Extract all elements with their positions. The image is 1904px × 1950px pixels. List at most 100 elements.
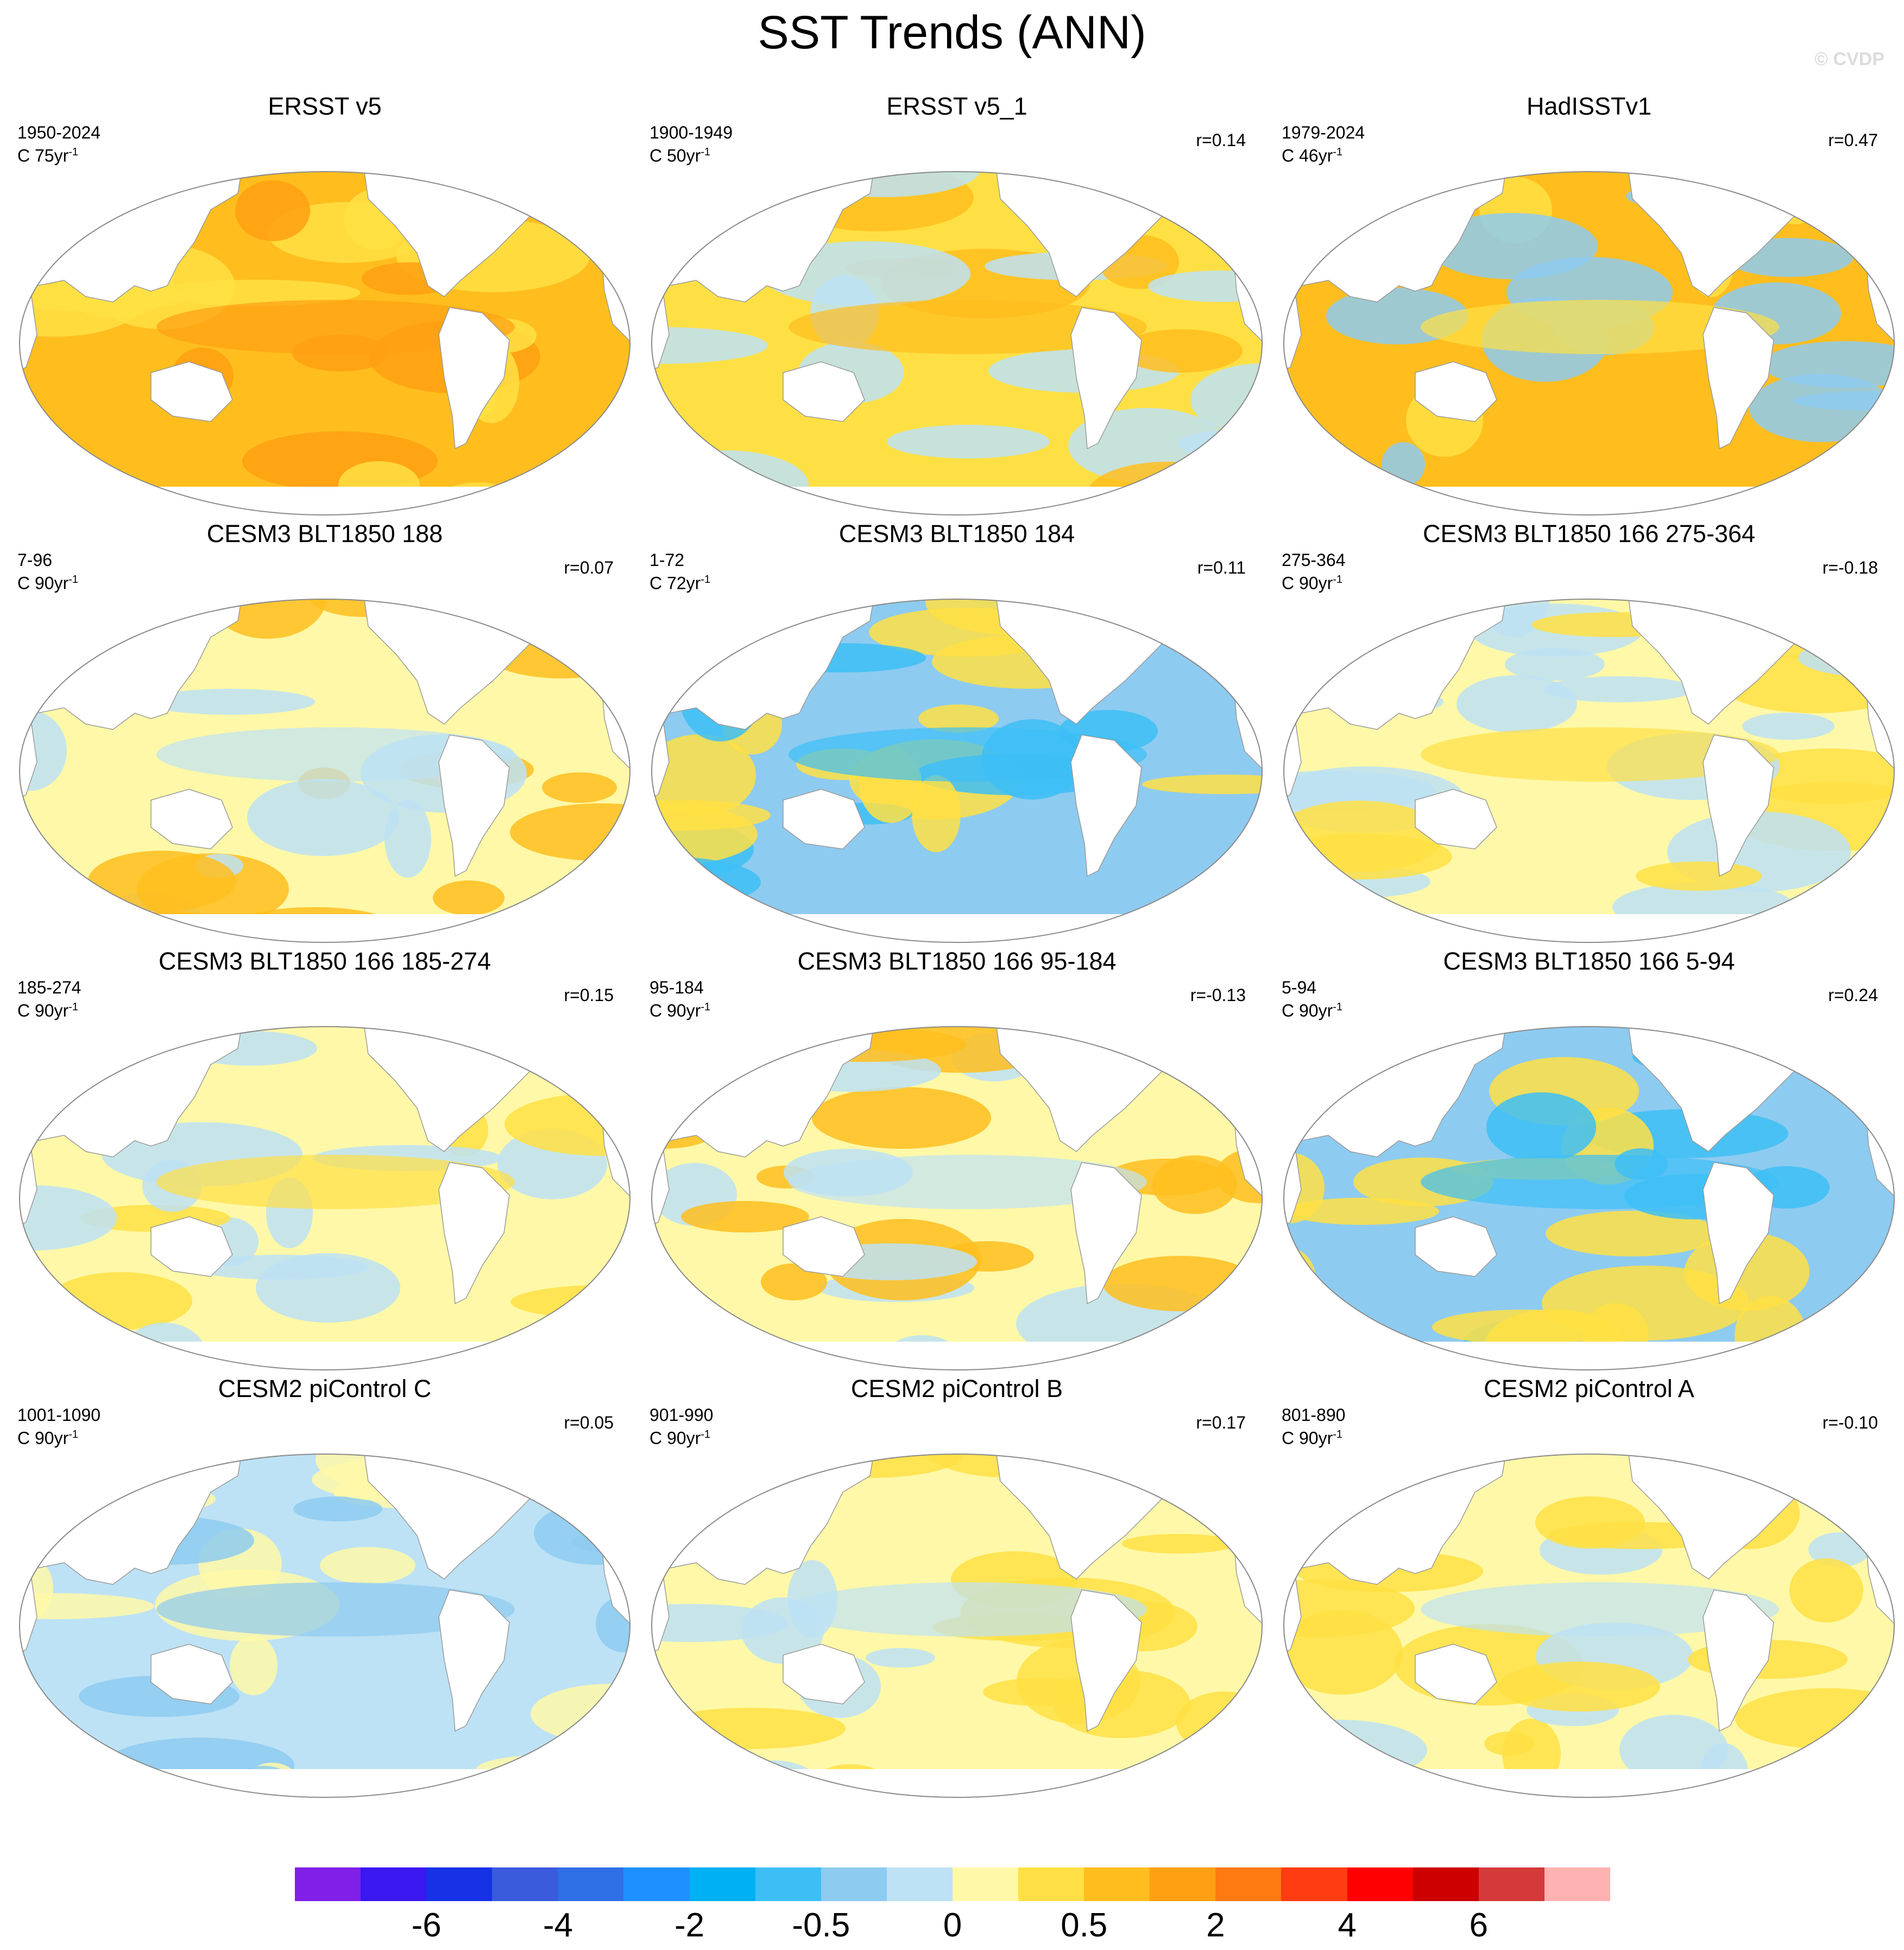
panel-period: 1-72: [650, 550, 685, 570]
panel-title: CESM3 BLT1850 166 275-364: [1422, 520, 1756, 548]
panel-period: 801-890: [1282, 1405, 1346, 1425]
panel-units-text: C 90yr: [17, 1428, 69, 1448]
panel-units-text: C 90yr: [17, 1001, 69, 1021]
panel-correlation: r=-0.13: [1190, 985, 1246, 1005]
map-panel: CESM2 piControl B 901-990 C 90yr-1 r=0.17: [640, 1374, 1274, 1803]
panel-units-exponent: -1: [701, 574, 711, 586]
panel-correlation: r=0.15: [564, 985, 614, 1005]
map-area: [647, 161, 1266, 519]
panel-title: CESM3 BLT1850 188: [206, 520, 443, 548]
panel-title: CESM2 piControl C: [218, 1375, 432, 1402]
colorbar-cell: [1084, 1867, 1150, 1901]
panel-period: 1001-1090: [17, 1405, 101, 1425]
colorbar-cell: [1150, 1867, 1216, 1901]
colorbar-tick-label: 2: [1206, 1907, 1225, 1944]
panel-period: 5-94: [1282, 978, 1317, 997]
panel-correlation: r=0.14: [1196, 130, 1246, 150]
panel-units-text: C 90yr: [1282, 1428, 1333, 1448]
panel-units-exponent: -1: [1333, 146, 1343, 158]
map-panel: CESM3 BLT1850 188 7-96 C 90yr-1 r=0.07: [8, 519, 642, 948]
map-panel: ERSST v5_1 1900-1949 C 50yr-1 r=0.14: [640, 91, 1274, 520]
colorbar-cell: [623, 1867, 690, 1901]
colorbar-cell: [492, 1867, 558, 1901]
panel-period: 185-274: [17, 978, 81, 997]
map-area: [1279, 1443, 1899, 1802]
world-map: [1283, 599, 1895, 943]
panel-title: CESM3 BLT1850 166 5-94: [1443, 947, 1735, 975]
panel-title: ERSST v5_1: [886, 92, 1027, 120]
panel-units: C 50yr-1: [650, 142, 710, 166]
panel-units: C 75yr-1: [17, 142, 78, 166]
panel-period: 1950-2024: [17, 123, 101, 142]
colorbar-tick-label: 0.5: [1061, 1907, 1108, 1944]
panel-units: C 90yr-1: [17, 1425, 78, 1448]
panel-units: C 90yr-1: [17, 997, 78, 1021]
panel-units-exponent: -1: [1333, 574, 1343, 586]
world-map: [19, 1026, 631, 1370]
world-map: [651, 1454, 1263, 1798]
colorbar-cell: [755, 1867, 821, 1901]
map-area: [15, 161, 634, 519]
world-map: [651, 1026, 1263, 1370]
panel-units-text: C 90yr: [650, 1001, 701, 1021]
colorbar-cell: [295, 1867, 361, 1901]
map-area: [15, 1443, 634, 1802]
panel-period: 1900-1949: [650, 123, 733, 142]
world-map: [1283, 1454, 1895, 1798]
panel-units-exponent: -1: [68, 1001, 79, 1013]
world-map: [19, 1454, 631, 1798]
panel-units: C 90yr-1: [1282, 1425, 1342, 1448]
panel-units-text: C 90yr: [17, 573, 69, 593]
colorbar-cell: [361, 1867, 427, 1901]
map-panel: CESM3 BLT1850 166 95-184 95-184 C 90yr-1 r=…: [640, 946, 1274, 1375]
colorbar-cell: [1215, 1867, 1282, 1901]
map-panel: CESM3 BLT1850 166 5-94 5-94 C 90yr-1 r=0.24: [1272, 946, 1904, 1375]
colorbar-cell: [426, 1867, 493, 1901]
panel-correlation: r=0.24: [1828, 985, 1878, 1005]
map-area: [1279, 1016, 1899, 1374]
panel-units-exponent: -1: [68, 574, 79, 586]
map-area: [1279, 588, 1899, 947]
panel-correlation: r=0.17: [1196, 1413, 1246, 1432]
panel-units-text: C 72yr: [650, 573, 701, 593]
panel-period: 95-184: [650, 978, 704, 997]
panel-title: ERSST v5: [268, 92, 382, 120]
panel-units-exponent: -1: [701, 146, 711, 158]
colorbar-cell: [1281, 1867, 1347, 1901]
panel-title: CESM3 BLT1850 184: [838, 520, 1075, 548]
colorbar-cell: [1478, 1867, 1544, 1901]
panel-units-exponent: -1: [701, 1429, 711, 1441]
panel-period: 901-990: [650, 1405, 714, 1425]
panel-units-exponent: -1: [68, 1429, 79, 1441]
panel-correlation: r=0.07: [564, 558, 614, 577]
world-map: [19, 171, 631, 515]
world-map: [19, 599, 631, 943]
colorbar-cell: [1544, 1867, 1610, 1901]
panel-title: CESM3 BLT1850 166 185-274: [158, 947, 491, 975]
panel-correlation: r=-0.10: [1822, 1413, 1878, 1432]
panel-units-text: C 46yr: [1282, 146, 1333, 166]
colorbar-tick-label: -4: [543, 1907, 573, 1944]
colorbar-tick-label: -6: [411, 1907, 442, 1944]
map-panel: CESM3 BLT1850 166 275-364 275-364 C 90yr-1…: [1272, 519, 1904, 948]
panel-units: C 90yr-1: [650, 1425, 710, 1448]
panel-units: C 90yr-1: [17, 570, 78, 593]
colorbar-tick-label: 0: [943, 1907, 962, 1944]
colorbar-tick-label: 6: [1469, 1907, 1489, 1944]
panel-units-text: C 50yr: [650, 146, 701, 166]
colorbar: [295, 1867, 1610, 1901]
panel-period: 1979-2024: [1282, 123, 1365, 142]
panel-units-exponent: -1: [68, 146, 79, 158]
colorbar-tick-label: -2: [674, 1907, 705, 1944]
panel-units-exponent: -1: [1333, 1001, 1343, 1013]
colorbar-cell: [558, 1867, 624, 1901]
map-area: [647, 1016, 1266, 1374]
panel-units-exponent: -1: [701, 1001, 711, 1013]
panel-period: 7-96: [17, 550, 53, 570]
panel-units: C 46yr-1: [1282, 142, 1342, 166]
map-panel: CESM2 piControl A 801-890 C 90yr-1 r=-0.10: [1272, 1374, 1904, 1803]
panel-correlation: r=0.05: [564, 1413, 614, 1432]
panel-title: CESM2 piControl B: [850, 1375, 1063, 1402]
map-area: [15, 1016, 634, 1374]
panel-units: C 90yr-1: [1282, 997, 1342, 1021]
